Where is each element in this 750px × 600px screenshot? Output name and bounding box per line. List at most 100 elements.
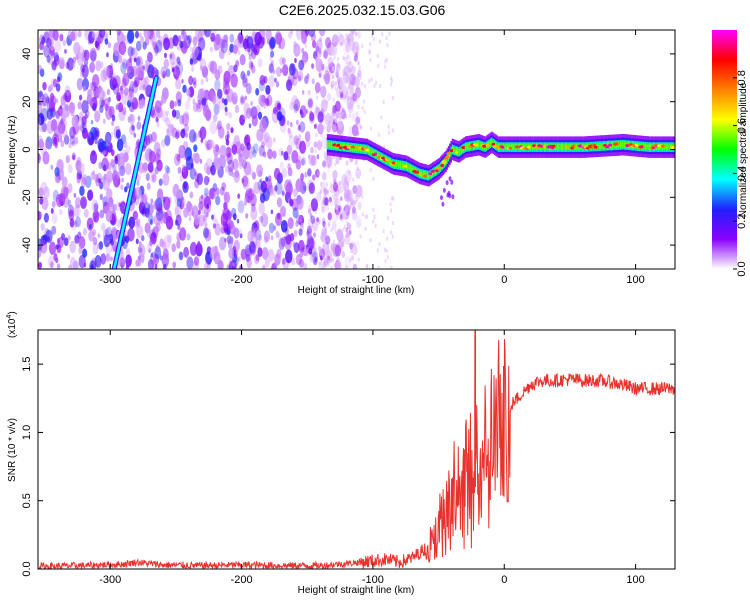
- heatmap-cell: [226, 122, 231, 131]
- heatmap-cell: [336, 228, 344, 242]
- heatmap-cell: [253, 181, 260, 195]
- heatmap-cell: [120, 184, 124, 190]
- heatmap-cell: [120, 85, 123, 91]
- heatmap-cell: [315, 106, 320, 115]
- heatmap-cell: [155, 40, 163, 53]
- heatmap-cell: [351, 112, 357, 122]
- heatmap-cell: [328, 142, 330, 148]
- heatmap-cell: [56, 76, 61, 83]
- heatmap-cell: [163, 37, 170, 51]
- heatmap-cell: [45, 141, 50, 149]
- heatmap-cell: [326, 141, 329, 148]
- heatmap-cell: [327, 164, 330, 169]
- heatmap-cell: [137, 115, 141, 121]
- heatmap-cell: [205, 109, 212, 122]
- heatmap-cell: [322, 229, 327, 238]
- heatmap-cell: [366, 214, 369, 219]
- heatmap-cell: [330, 201, 334, 207]
- heatmap-cell: [38, 211, 42, 221]
- heatmap-cell: [334, 81, 337, 87]
- heatmap-cell: [189, 58, 194, 65]
- heatmap-cell: [339, 116, 342, 121]
- heatmap-cell: [182, 84, 187, 93]
- heatmap-cell: [320, 255, 323, 261]
- heatmap-cell: [512, 144, 514, 150]
- heatmap-cell: [126, 182, 130, 189]
- heatmap-cell: [380, 156, 386, 160]
- heatmap-cell: [409, 165, 412, 172]
- heatmap-cell: [299, 140, 307, 154]
- heatmap-cell: [290, 64, 295, 71]
- heatmap-cell: [348, 85, 351, 89]
- heatmap-cell: [351, 201, 354, 206]
- heatmap-cell: [74, 136, 79, 145]
- heatmap-cell: [119, 165, 126, 177]
- heatmap-cell: [357, 69, 362, 78]
- heatmap-cell: [157, 192, 162, 201]
- heatmap-cell: [317, 123, 324, 135]
- heatmap-cell: [306, 225, 312, 235]
- heatmap-cell: [163, 196, 171, 211]
- heatmap-cell: [162, 33, 169, 45]
- heatmap-cell: [351, 241, 354, 246]
- heatmap-cell: [140, 36, 144, 44]
- heatmap-cell: [333, 183, 336, 188]
- heatmap-cell: [143, 30, 151, 39]
- heatmap-cell: [129, 113, 136, 125]
- heatmap-cell: [331, 108, 336, 117]
- heatmap-cell: [328, 223, 330, 228]
- heatmap-cell: [229, 33, 235, 43]
- heatmap-cell: [311, 251, 318, 264]
- heatmap-cell: [224, 237, 227, 243]
- heatmap-cell: [150, 198, 154, 204]
- heatmap-cell: [122, 107, 127, 115]
- heatmap-cell: [77, 162, 85, 175]
- heatmap-cell: [327, 189, 330, 194]
- heatmap-cell: [397, 161, 400, 168]
- heatmap-cell: [296, 155, 302, 164]
- heatmap-cell: [466, 144, 468, 150]
- heatmap-cell: [308, 204, 313, 212]
- heatmap-cell: [426, 172, 429, 179]
- colorbar-tick-label: 0.6: [736, 118, 748, 133]
- heatmap-cell: [81, 56, 85, 62]
- heatmap-cell: [353, 75, 356, 80]
- heatmap-cell: [135, 238, 139, 245]
- heatmap-cell: [419, 173, 424, 177]
- heatmap-cell: [150, 175, 155, 183]
- heatmap-cell: [102, 118, 106, 125]
- heatmap-cell: [39, 239, 48, 254]
- heatmap-cell: [454, 151, 460, 155]
- heatmap-cell: [346, 35, 349, 40]
- heatmap-cell: [72, 155, 75, 160]
- heatmap-cell: [622, 141, 625, 148]
- heatmap-cell: [90, 119, 94, 125]
- heatmap-cell: [89, 260, 96, 269]
- heatmap-cell: [153, 141, 161, 155]
- heatmap-cell: [271, 263, 276, 269]
- heatmap-cell: [361, 212, 364, 217]
- heatmap-cell: [325, 100, 329, 106]
- heatmap-cell: [88, 132, 92, 139]
- heatmap-cell: [269, 55, 272, 61]
- heatmap-cell: [175, 214, 182, 226]
- heatmap-cell: [272, 189, 276, 197]
- heatmap-cell: [386, 236, 389, 241]
- heatmap-cell: [105, 226, 113, 241]
- heatmap-cell: [90, 50, 97, 63]
- heatmap-cell: [664, 144, 667, 150]
- heatmap-cell: [51, 133, 59, 147]
- snr-series-line: [38, 330, 675, 569]
- heatmap-cell: [357, 257, 360, 262]
- heatmap-cell: [293, 99, 301, 112]
- heatmap-cell: [340, 41, 343, 46]
- heatmap-cell: [127, 90, 135, 103]
- heatmap-cell: [613, 142, 615, 149]
- heatmap-cell: [132, 210, 139, 221]
- heatmap-cell: [577, 144, 580, 150]
- snr-x-ticks: -300 -200 -100 0 100: [99, 330, 645, 586]
- heatmap-cell: [205, 212, 209, 218]
- heatmap-cell: [237, 228, 243, 237]
- heatmap-cell: [289, 198, 294, 207]
- heatmap-cell: [247, 188, 255, 201]
